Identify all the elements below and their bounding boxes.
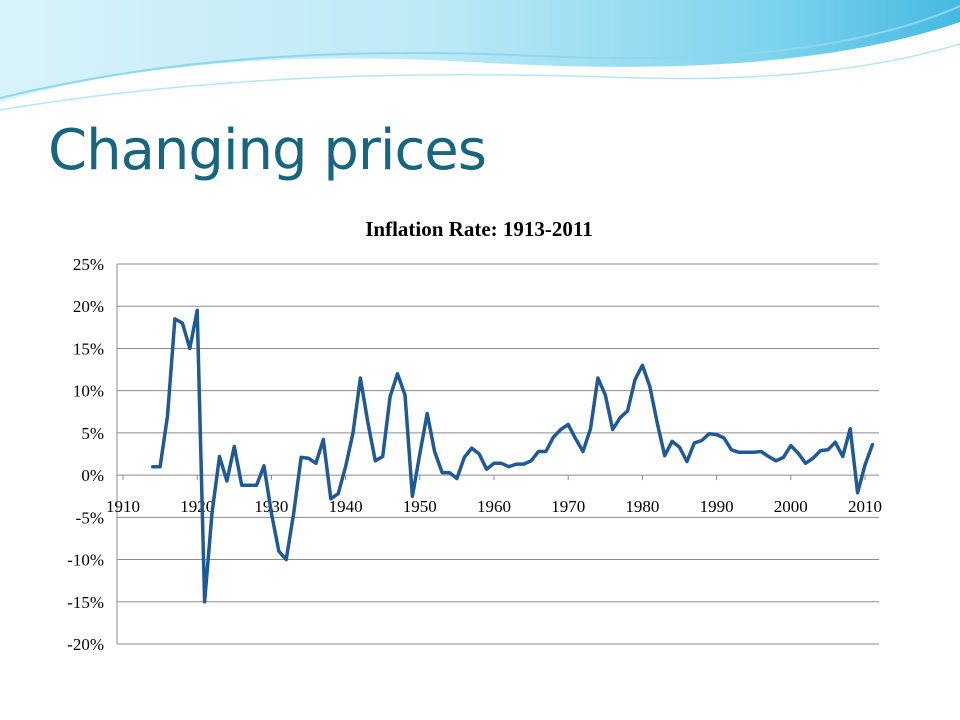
x-tick-label: 2000 — [774, 497, 808, 516]
chart-title: Inflation Rate: 1913-2011 — [365, 217, 593, 241]
x-tick-label: 1980 — [625, 497, 659, 516]
banner-wave-line — [0, 43, 960, 111]
y-tick-label: 0% — [81, 466, 104, 485]
y-tick-label: 15% — [73, 339, 104, 358]
x-tick-label: 1970 — [551, 497, 585, 516]
x-tick-label: 1920 — [180, 497, 214, 516]
x-tick-label: 2010 — [848, 497, 882, 516]
header-wave-banner — [0, 0, 960, 111]
x-tick-label: 1940 — [329, 497, 363, 516]
x-axis: 1910 1920 1930 1940 1950 1960 1970 1980 1990 2000… — [106, 474, 882, 516]
y-tick-label: 5% — [81, 424, 104, 443]
y-tick-label: -15% — [67, 593, 104, 612]
series-layer — [150, 308, 875, 604]
grid-lines — [117, 263, 879, 645]
y-tick-label: 20% — [73, 297, 104, 316]
banner-wave-line — [0, 29, 960, 106]
x-tick-label: 1990 — [700, 497, 734, 516]
x-tick-label: 1960 — [477, 497, 511, 516]
y-tick-label: -10% — [67, 551, 104, 570]
x-tick-label: 1910 — [106, 497, 140, 516]
series-line — [150, 308, 875, 604]
slide-title: Changing prices — [48, 118, 487, 183]
y-tick-label: 25% — [73, 255, 104, 274]
y-axis: 25% 20% 15% 10% 5% 0% -5% -10% -15% -20% — [67, 255, 118, 654]
y-tick-label: -20% — [67, 635, 104, 654]
banner-wave-fill — [0, 0, 960, 102]
y-tick-label: -5% — [76, 508, 104, 527]
y-tick-label: 10% — [73, 382, 104, 401]
banner-wave-line — [0, 5, 960, 99]
x-tick-label: 1950 — [403, 497, 437, 516]
